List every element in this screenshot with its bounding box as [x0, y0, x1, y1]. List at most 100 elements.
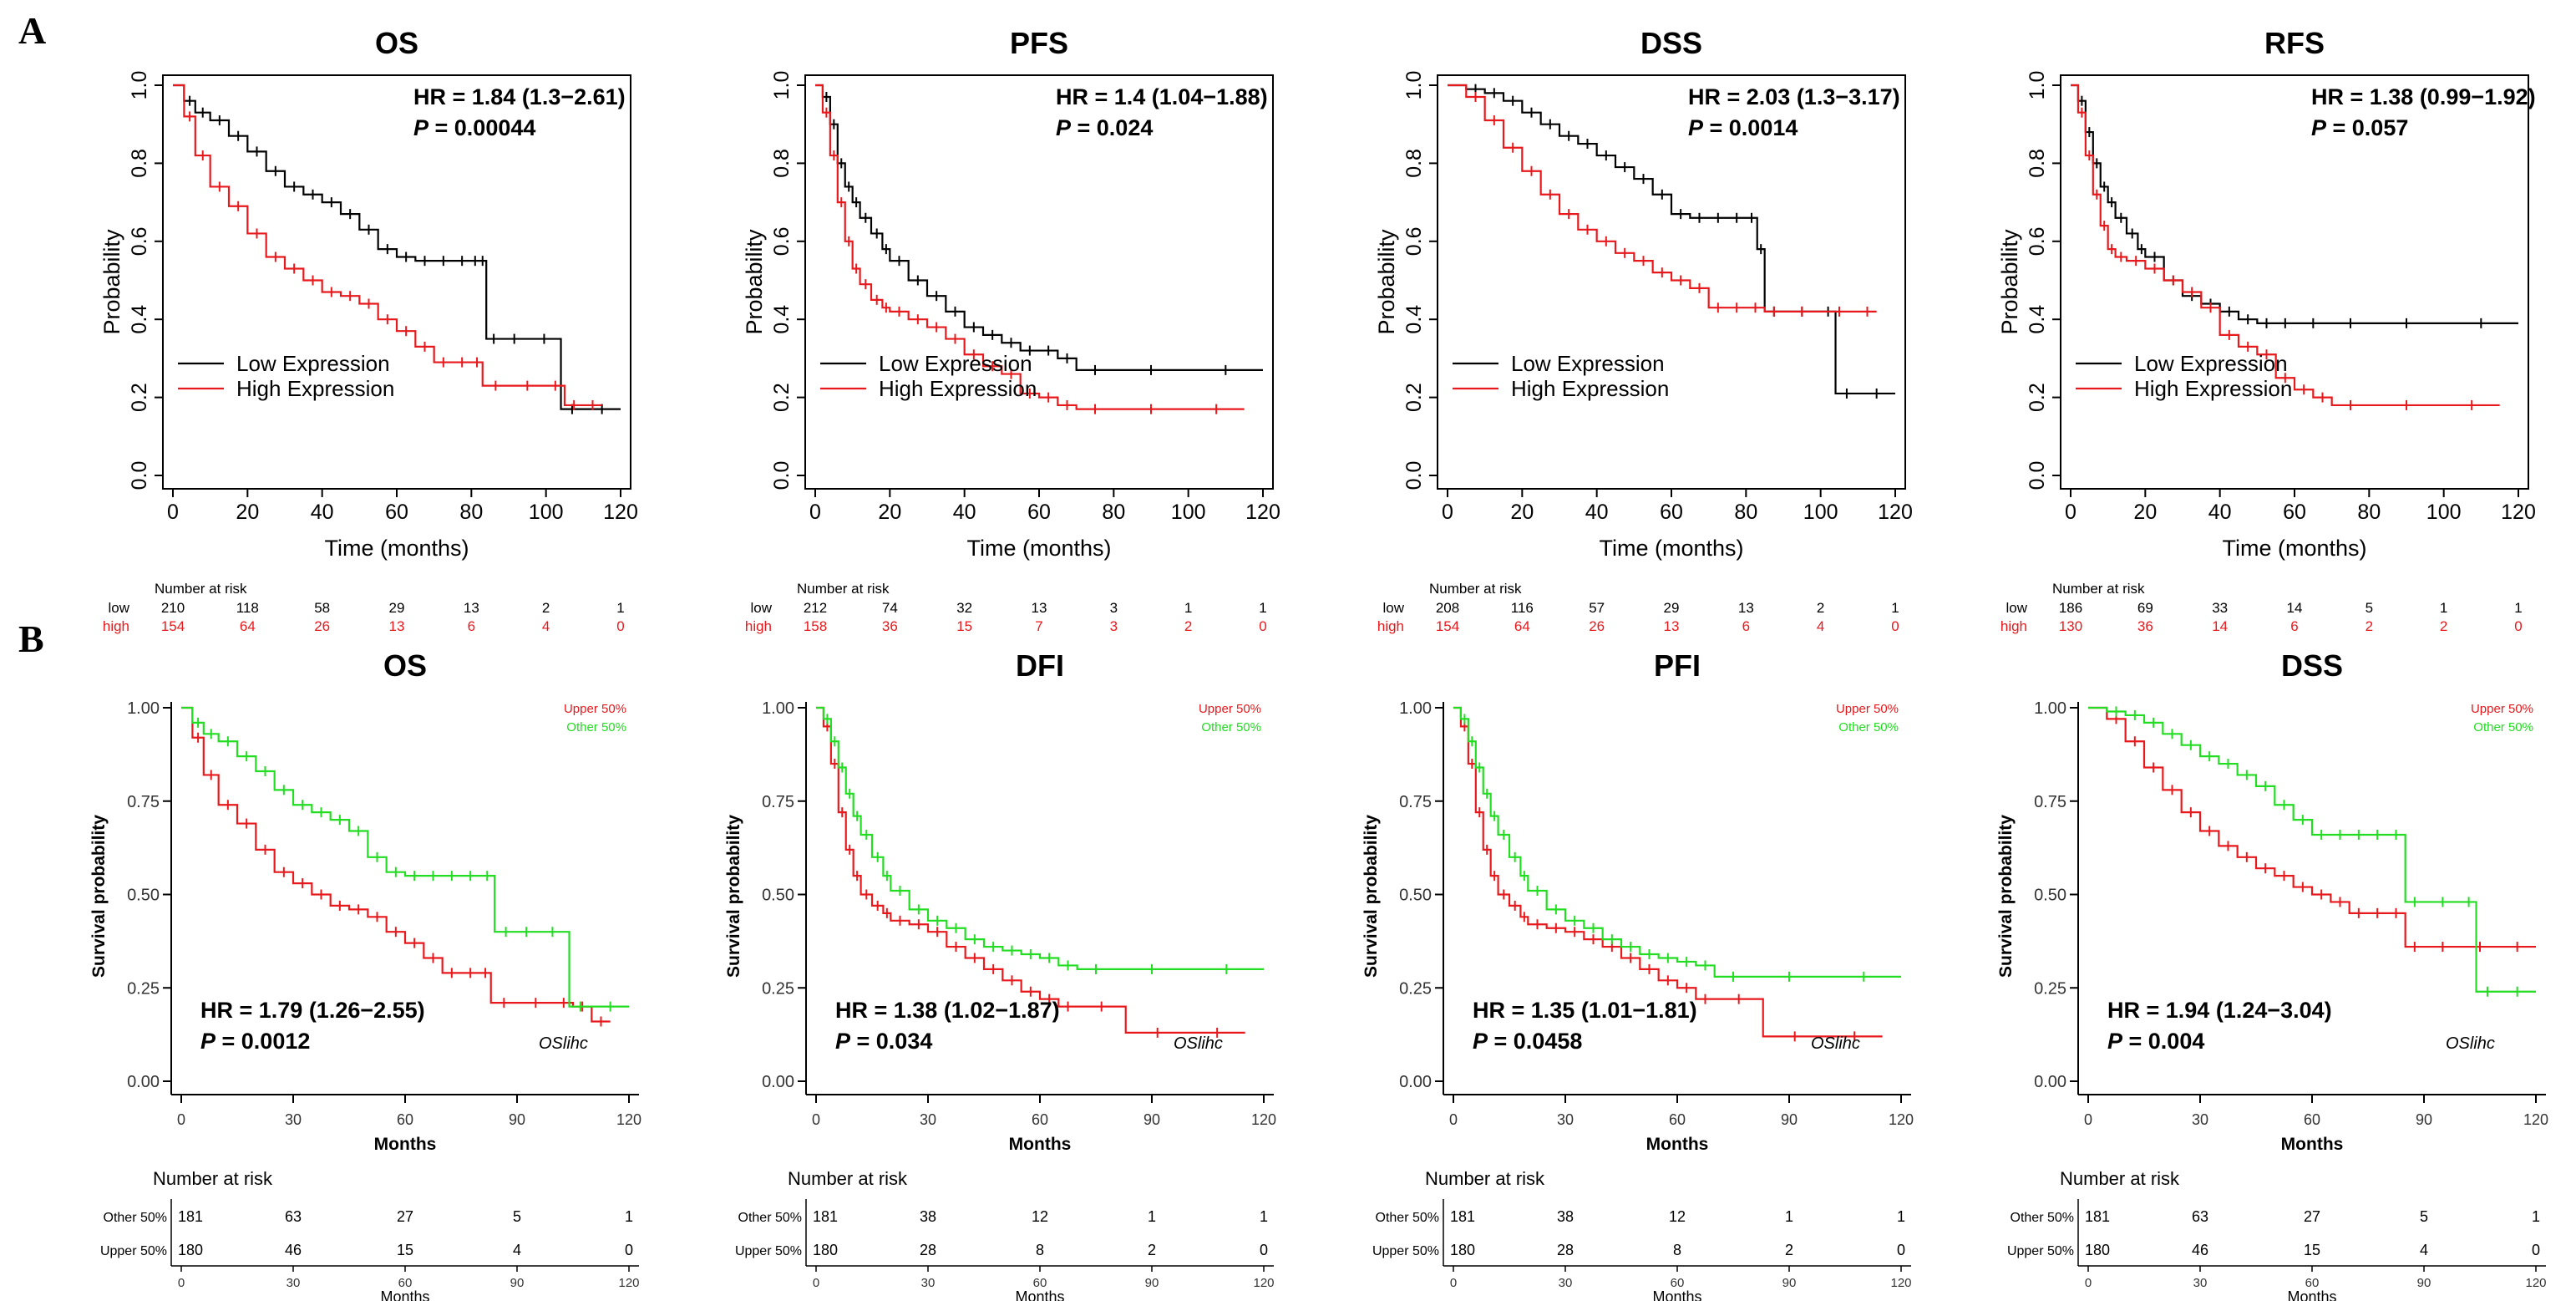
survival-curve-first	[173, 84, 621, 410]
risk-row-label: Other 50%	[1376, 1211, 1439, 1225]
x-axis-label: Months	[374, 1135, 437, 1154]
y-tick-label: 0.25	[2034, 979, 2066, 998]
risk-value: 32	[956, 600, 972, 616]
risk-row-label: high	[1377, 618, 1404, 634]
risk-axis-label: Months	[2287, 1288, 2336, 1301]
legend-label: Upper 50%	[1836, 702, 1899, 716]
y-tick-label: 0.50	[1399, 887, 1432, 905]
y-tick-label: 1.00	[762, 699, 794, 718]
legend-label: Upper 50%	[1199, 702, 1261, 716]
risk-tick-label: 0	[178, 1276, 185, 1290]
x-tick-label: 120	[616, 1111, 641, 1128]
y-tick-label: 0.8	[1402, 149, 1426, 178]
risk-row-label: Upper 50%	[1372, 1244, 1439, 1258]
x-tick-label: 30	[920, 1111, 936, 1128]
risk-value: 212	[804, 600, 827, 616]
p-value: P = 0.057	[2311, 115, 2408, 140]
hazard-ratio: HR = 2.03 (1.3−3.17)	[1688, 84, 1900, 109]
x-tick-label: 60	[385, 501, 408, 524]
risk-value: 36	[882, 618, 898, 634]
legend-label: High Expression	[879, 376, 1037, 401]
risk-value: 63	[2192, 1208, 2208, 1225]
x-tick-label: 100	[529, 501, 564, 524]
hazard-ratio: HR = 1.4 (1.04−1.88)	[1056, 84, 1268, 109]
x-axis-label: Time (months)	[2222, 536, 2366, 561]
y-tick-label: 0.2	[2026, 383, 2049, 412]
x-tick-label: 80	[1102, 501, 1125, 524]
risk-value: 1	[2514, 600, 2522, 616]
y-tick-label: 0.4	[128, 305, 151, 334]
risk-tick-label: 30	[921, 1276, 936, 1290]
x-tick-label: 90	[1781, 1111, 1798, 1128]
chart-title: DFI	[1016, 648, 1064, 683]
risk-value: 0	[1259, 618, 1266, 634]
survival-curve-second	[1453, 706, 1901, 978]
risk-value: 1	[625, 1208, 633, 1225]
risk-tick-label: 90	[510, 1276, 525, 1290]
risk-value: 0	[1891, 618, 1899, 634]
x-tick-label: 20	[236, 501, 259, 524]
risk-value: 26	[314, 618, 330, 634]
risk-row-label: Other 50%	[2011, 1211, 2074, 1225]
risk-value: 29	[1664, 600, 1680, 616]
y-tick-label: 1.00	[1399, 699, 1432, 718]
risk-value: 38	[1557, 1208, 1574, 1225]
x-tick-label: 60	[2283, 501, 2306, 524]
risk-header: Number at risk	[1425, 1168, 1545, 1189]
risk-row-label: high	[103, 618, 129, 634]
risk-value: 3	[1110, 618, 1118, 634]
x-tick-label: 30	[1557, 1111, 1574, 1128]
risk-value: 46	[285, 1242, 302, 1258]
y-tick-label: 0.25	[1399, 979, 1432, 998]
y-tick-label: 0.0	[128, 461, 151, 490]
y-axis-label: Survival probability	[1362, 815, 1381, 978]
survival-curve-second	[2088, 706, 2536, 993]
x-tick-label: 0	[167, 501, 179, 524]
x-tick-label: 60	[2304, 1111, 2320, 1128]
risk-header: Number at risk	[153, 1168, 273, 1189]
x-tick-label: 100	[1803, 501, 1838, 524]
risk-axis-label: Months	[380, 1288, 429, 1301]
y-tick-label: 1.00	[2034, 699, 2066, 718]
legend-label: High Expression	[236, 376, 394, 401]
risk-header: Number at risk	[1429, 581, 1522, 597]
risk-value: 0	[1897, 1242, 1905, 1258]
risk-value: 208	[1436, 600, 1459, 616]
x-tick-label: 60	[1669, 1111, 1686, 1128]
risk-value: 28	[1557, 1242, 1574, 1258]
risk-row-label: Upper 50%	[2007, 1244, 2074, 1258]
risk-value: 15	[956, 618, 972, 634]
risk-value: 180	[2085, 1242, 2110, 1258]
risk-value: 2	[1148, 1242, 1156, 1258]
y-tick-label: 0.8	[2026, 149, 2049, 178]
y-tick-label: 0.4	[770, 305, 794, 334]
legend-label: Low Expression	[1511, 351, 1665, 376]
risk-tick-label: 60	[1671, 1276, 1685, 1290]
x-tick-label: 120	[1889, 1111, 1914, 1128]
risk-value: 6	[1742, 618, 1750, 634]
risk-value: 186	[2059, 600, 2082, 616]
y-tick-label: 0.75	[2034, 793, 2066, 811]
y-tick-label: 0.00	[762, 1073, 794, 1091]
risk-value: 2	[2366, 618, 2373, 634]
y-tick-label: 0.2	[128, 383, 151, 412]
hazard-ratio: HR = 1.35 (1.01−1.81)	[1473, 998, 1697, 1023]
risk-value: 58	[314, 600, 330, 616]
risk-value: 158	[804, 618, 827, 634]
risk-value: 154	[161, 618, 185, 634]
risk-value: 29	[389, 600, 405, 616]
risk-value: 130	[2059, 618, 2082, 634]
y-axis-label: Probability	[1997, 229, 2022, 335]
risk-value: 13	[1738, 600, 1754, 616]
plot-frame	[2060, 74, 2529, 490]
chart-title: OS	[383, 648, 427, 683]
x-tick-label: 90	[1143, 1111, 1160, 1128]
x-tick-label: 120	[1245, 501, 1280, 524]
risk-value: 7	[1035, 618, 1042, 634]
x-tick-label: 80	[459, 501, 483, 524]
risk-value: 4	[542, 618, 550, 634]
risk-value: 1	[1897, 1208, 1905, 1225]
